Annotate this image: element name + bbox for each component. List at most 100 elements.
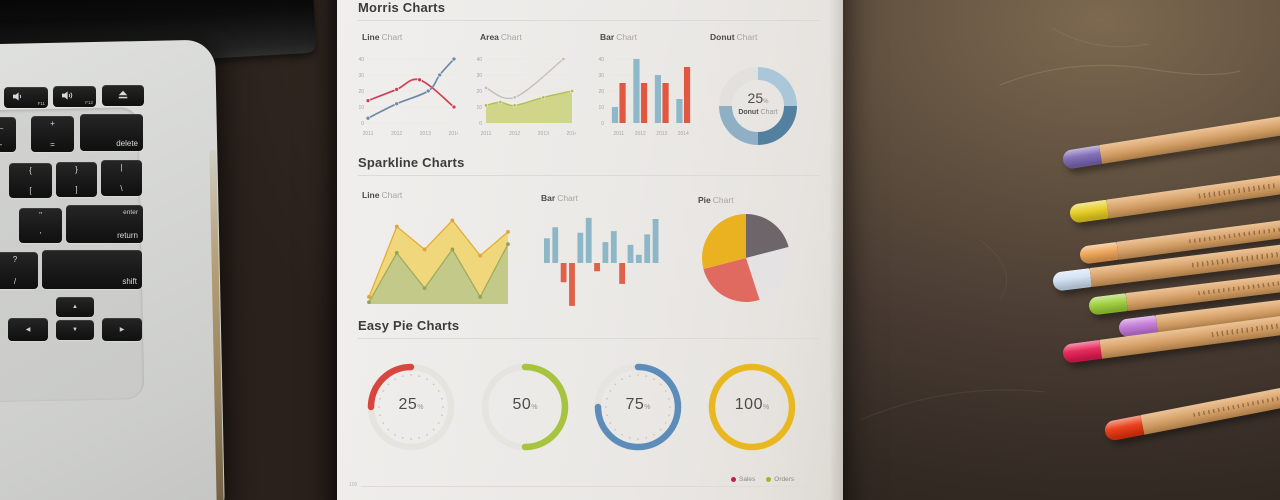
spark-label-bar: Bar Chart (541, 193, 578, 203)
svg-text:2014: 2014 (566, 131, 576, 137)
key-label: = (50, 140, 55, 149)
key-plus-equals: + = (31, 116, 74, 152)
svg-text:0: 0 (601, 121, 604, 127)
pencil-yellow (1068, 170, 1280, 224)
key-delete: delete (80, 114, 143, 151)
sparkline-line-chart (367, 218, 510, 305)
bottom-legend: Sales Orders (731, 476, 794, 483)
svg-text:2014: 2014 (448, 131, 458, 137)
svg-text:40: 40 (476, 57, 482, 63)
svg-text:30: 30 (598, 73, 604, 79)
section-rule (358, 20, 820, 21)
chart-label-area: Area Chart (480, 32, 522, 42)
eject-icon (118, 90, 128, 99)
pencil-cap (1051, 268, 1092, 292)
section-title-easypie: Easy Pie Charts (358, 318, 460, 333)
key-label: ] (75, 185, 78, 194)
key-question-slash: ? / (0, 252, 38, 289)
legend-item-orders: Orders (766, 476, 794, 483)
laptop: F11 F12 _ - + = delete (0, 0, 317, 500)
bottom-axis-tick: 100 (349, 482, 358, 488)
easy-pie-gauge-75 (594, 363, 682, 451)
legend-item-sales: Sales (731, 476, 755, 483)
svg-text:40: 40 (598, 57, 604, 63)
bottom-gridline (361, 486, 807, 487)
svg-text:2012: 2012 (509, 131, 520, 137)
svg-text:30: 30 (476, 73, 482, 79)
easy-pie-gauge-50 (481, 363, 569, 451)
svg-text:2014: 2014 (678, 131, 689, 137)
svg-text:20: 20 (598, 89, 604, 95)
volume-up-icon (62, 91, 73, 100)
svg-text:40: 40 (358, 57, 364, 63)
easy-pie-gauge-25 (367, 363, 455, 451)
pencil-cap (1087, 293, 1128, 316)
key-arrow-up: ▲ (56, 297, 94, 317)
easy-pie-gauge-100 (708, 363, 796, 451)
arrow-right-icon: ▶ (119, 326, 125, 333)
key-label: shift (122, 277, 137, 286)
arrow-up-icon: ▲ (72, 304, 78, 310)
svg-text:2012: 2012 (391, 131, 402, 137)
gauge-value-75: 75% (625, 396, 651, 413)
sparkline-pie-chart (701, 214, 791, 303)
chart-label-donut: Donut Chart (710, 32, 758, 42)
svg-text:2012: 2012 (635, 131, 646, 137)
gauge-value-100: 100% (734, 396, 770, 413)
key-label: ' (39, 231, 42, 240)
key-label: ? (12, 255, 18, 264)
morris-line-chart: 0 10 20 30 40 2011 2012 2013 2014 (358, 56, 458, 137)
key-label: \ (120, 184, 123, 193)
key-label: _ (0, 120, 16, 129)
key-minus: _ - (0, 117, 16, 152)
chart-label-bar: Bar Chart (600, 32, 637, 42)
key-brace-open: { [ (9, 163, 52, 198)
key-arrow-down: ▼ (56, 320, 94, 340)
svg-text:10: 10 (358, 105, 364, 111)
svg-text:20: 20 (476, 89, 482, 95)
chart-label-line: Line Chart (362, 32, 403, 42)
key-label: enter (123, 209, 138, 216)
morris-area-chart: 0 10 20 30 40 2011 2012 2013 2014 (476, 57, 576, 137)
pencil-red (1103, 381, 1280, 442)
key-label: [ (29, 186, 32, 195)
pencil-cap (1061, 145, 1103, 170)
key-return: enter return (66, 205, 143, 243)
gauge-value-50: 50% (512, 396, 538, 413)
key-f11: F11 (4, 87, 48, 108)
key-label: / (13, 277, 17, 286)
key-quote: " ' (19, 208, 62, 243)
pencil-body (1106, 170, 1280, 219)
pencil-cap (1078, 241, 1119, 265)
key-label: - (0, 140, 16, 149)
svg-text:2013: 2013 (656, 131, 667, 137)
svg-text:2011: 2011 (613, 131, 624, 137)
pencil-body (1099, 111, 1280, 164)
pencil-cap (1103, 415, 1145, 442)
spark-label-pie: Pie Chart (698, 195, 734, 205)
pencil-cap (1068, 199, 1110, 224)
orders-dot-icon (766, 477, 772, 482)
morris-bar-chart: 0 10 20 30 40 2011 2012 2013 2014 (598, 57, 694, 137)
key-label: delete (116, 139, 138, 148)
svg-text:2011: 2011 (363, 131, 374, 137)
sparkline-bar-chart (544, 217, 659, 306)
key-arrow-right: ▶ (102, 318, 142, 341)
key-label: + (50, 119, 55, 128)
section-title-morris: Morris Charts (358, 0, 446, 15)
key-label: { (29, 166, 32, 175)
section-title-sparkline: Sparkline Charts (358, 155, 465, 170)
svg-text:20: 20 (358, 89, 364, 95)
key-arrow-left: ◀ (8, 318, 48, 341)
arrow-down-icon: ▼ (72, 327, 78, 333)
key-label: " (39, 211, 42, 220)
key-label: return (117, 231, 138, 240)
key-pipe-backslash: | \ (101, 160, 142, 196)
donut-center-label: 25% Donut Chart (738, 90, 778, 116)
svg-text:2013: 2013 (420, 131, 431, 137)
key-label: F11 (37, 101, 45, 106)
key-label: F12 (85, 100, 93, 105)
laptop-side-edge (209, 149, 224, 500)
svg-text:10: 10 (476, 105, 482, 111)
